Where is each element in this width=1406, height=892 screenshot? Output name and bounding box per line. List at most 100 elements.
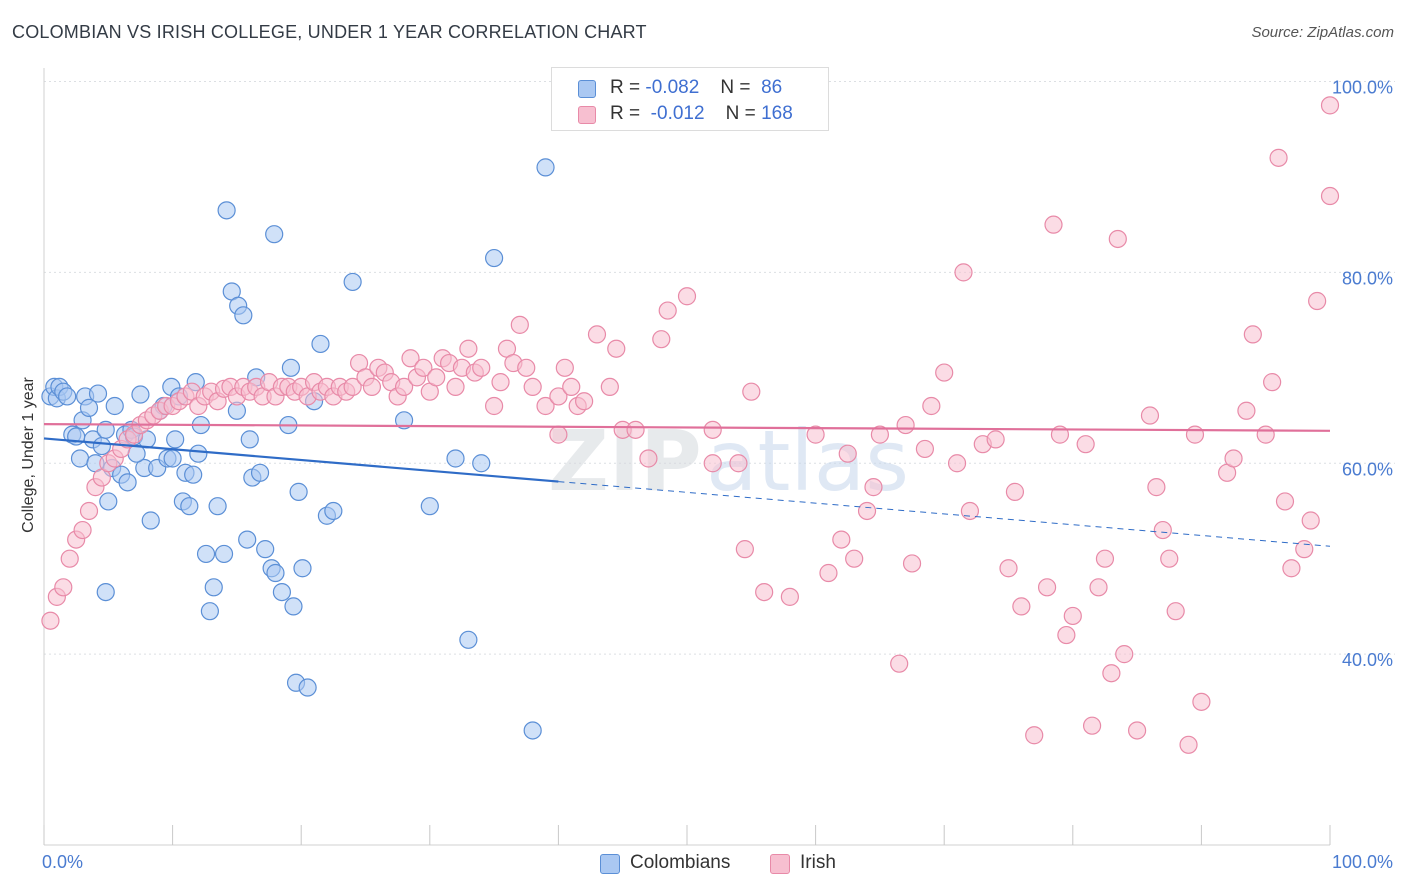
axes — [43, 68, 1331, 846]
colombians-point — [272, 582, 292, 602]
irish-point — [1140, 406, 1160, 425]
irish-point — [1160, 549, 1179, 568]
irish-point — [1179, 735, 1198, 754]
irish-point — [1320, 96, 1340, 115]
irish-point — [491, 373, 510, 392]
irish-point — [735, 540, 754, 559]
irish-point — [703, 454, 722, 473]
irish-point — [1269, 148, 1288, 167]
irish-point — [472, 358, 491, 377]
legend-row-irish: R = -0.012 N = 168 — [552, 102, 828, 128]
irish-point — [1102, 664, 1121, 683]
colombians-point — [266, 563, 285, 583]
legend-row-colombians: R = -0.082 N = 86 — [552, 76, 828, 102]
colombians-point — [284, 597, 303, 616]
colombians-point — [472, 454, 491, 473]
irish-point — [1012, 597, 1031, 616]
irish-point — [60, 549, 79, 568]
irish-point — [549, 425, 568, 444]
irish-point — [1192, 692, 1211, 711]
irish-point — [1089, 578, 1108, 597]
bottom-legend-swatch-irish — [770, 854, 790, 874]
irish-point — [1147, 478, 1166, 497]
colombians-point — [217, 201, 236, 220]
y-axis-title: College, Under 1 year — [20, 377, 37, 533]
colombians-point — [92, 436, 111, 456]
y-tick-label: 60.0% — [1342, 459, 1393, 479]
legend-swatch-irish — [578, 106, 596, 124]
irish-point — [658, 301, 677, 320]
trend-lines — [43, 423, 1331, 547]
data-points — [41, 67, 1340, 754]
irish-point — [1044, 215, 1063, 234]
colombians-point — [118, 473, 137, 492]
colombians-point — [88, 384, 108, 403]
irish-point — [1263, 373, 1282, 392]
irish-point — [1153, 520, 1172, 540]
irish-point — [845, 549, 864, 568]
y-tick-labels: 40.0% 60.0% 80.0% 100.0% — [1332, 78, 1393, 671]
y-tick-label: 40.0% — [1342, 650, 1393, 670]
irish-point — [562, 377, 581, 396]
chart-title: COLOMBIAN VS IRISH COLLEGE, UNDER 1 YEAR… — [12, 22, 647, 42]
colombians-trend-extension — [558, 481, 1331, 547]
irish-point — [79, 501, 99, 521]
colombians-point — [324, 501, 343, 521]
irish-point — [523, 377, 542, 396]
x-tick-label: 100.0% — [1332, 852, 1393, 872]
irish-point — [1237, 401, 1256, 420]
colombians-point — [250, 463, 270, 482]
bottom-legend-swatch-colombians — [600, 854, 620, 874]
irish-point — [864, 478, 883, 497]
irish-point — [1063, 606, 1082, 626]
legend: R = -0.082 N = 86 R = -0.012 N = 168 — [551, 67, 829, 131]
colombians-point — [163, 449, 182, 468]
colombians-point — [343, 272, 362, 292]
irish-point — [587, 325, 607, 344]
irish-point — [1005, 482, 1025, 501]
colombians-point — [420, 497, 439, 516]
irish-point — [626, 420, 645, 439]
irish-point — [986, 430, 1005, 449]
irish-point — [1076, 435, 1095, 454]
colombians-point — [208, 497, 227, 516]
irish-point — [922, 396, 941, 416]
irish-point — [1243, 325, 1262, 344]
colombians-point — [58, 387, 77, 406]
irish-point — [1320, 186, 1340, 206]
irish-point — [1275, 492, 1295, 511]
y-tick-label: 80.0% — [1342, 268, 1393, 288]
colombians-point — [131, 385, 150, 404]
irish-point — [857, 501, 877, 521]
colombians-point — [536, 158, 555, 177]
irish-point — [935, 363, 954, 382]
irish-point — [755, 582, 774, 602]
colombians-point — [265, 225, 284, 244]
irish-point — [742, 382, 761, 401]
colombians-point — [196, 544, 216, 564]
colombians-point — [238, 530, 257, 549]
irish-point — [806, 425, 825, 444]
legend-swatch-colombians — [578, 80, 596, 98]
colombians-point — [234, 306, 253, 325]
irish-point — [870, 425, 890, 444]
colombians-point — [99, 492, 118, 511]
irish-point — [1108, 229, 1127, 249]
y-tick-label: 100.0% — [1332, 78, 1393, 98]
source-label: Source: ZipAtlas.com — [1251, 24, 1394, 41]
colombians-point — [189, 444, 208, 463]
colombians-point — [289, 482, 308, 501]
irish-point — [1224, 449, 1243, 468]
colombians-point — [214, 544, 234, 564]
irish-point — [1256, 425, 1275, 444]
x-tick-labels: 0.0% 100.0% — [42, 852, 1393, 872]
colombians-point — [184, 465, 203, 484]
colombians-point — [394, 411, 414, 430]
irish-point — [401, 349, 420, 368]
colombians-trend-line — [43, 437, 559, 483]
gridlines — [44, 81, 1395, 655]
irish-point — [517, 358, 536, 377]
irish-point — [1282, 559, 1301, 578]
irish-point — [954, 263, 973, 282]
